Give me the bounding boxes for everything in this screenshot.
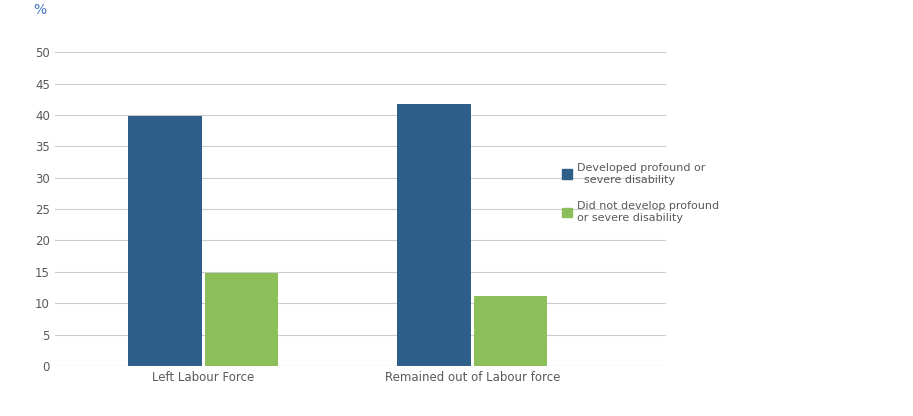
Bar: [128, 116, 202, 366]
Bar: [205, 273, 278, 366]
Bar: [397, 104, 471, 366]
Bar: [474, 296, 547, 366]
Legend: Developed profound or
  severe disability, Did not develop profound
or severe di: Developed profound or severe disability,…: [561, 163, 719, 223]
Y-axis label: %: %: [33, 2, 46, 17]
